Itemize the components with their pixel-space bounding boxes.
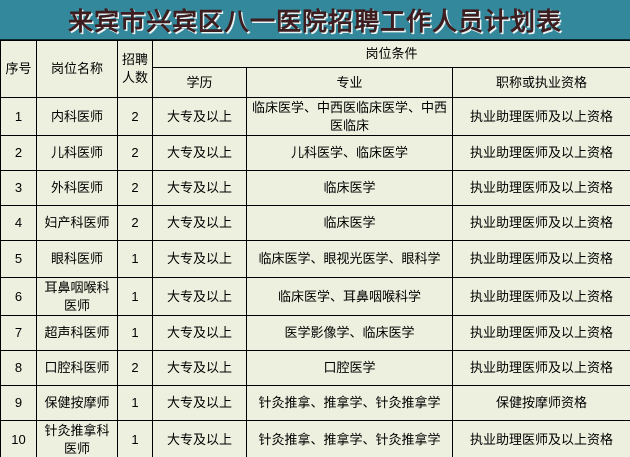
page-title: 来宾市兴宾区八一医院招聘工作人员计划表 <box>67 7 562 36</box>
cell-position: 耳鼻咽喉科医师 <box>36 277 118 317</box>
cell-major: 医学影像学、临床医学 <box>246 315 453 352</box>
table-row: 7 超声科医师 1 大专及以上 医学影像学、临床医学 执业助理医师及以上资格 <box>0 315 630 352</box>
header-index: 序号 <box>0 40 37 98</box>
cell-count: 2 <box>117 170 153 207</box>
cell-index: 4 <box>0 205 37 242</box>
cell-count: 2 <box>117 96 153 137</box>
cell-count: 2 <box>117 135 153 172</box>
cell-qualification: 执业助理医师及以上资格 <box>452 420 630 457</box>
cell-index: 1 <box>0 96 37 137</box>
table-row: 4 妇产科医师 2 大专及以上 临床医学 执业助理医师及以上资格 <box>0 205 630 242</box>
cell-major: 临床医学 <box>246 170 453 207</box>
cell-qualification: 保健按摩师资格 <box>452 385 630 422</box>
cell-major: 临床医学、中西医临床医学、中西医临床 <box>246 96 453 137</box>
cell-position: 保健按摩师 <box>36 385 118 422</box>
cell-count: 1 <box>117 385 153 422</box>
cell-qualification: 执业助理医师及以上资格 <box>452 277 630 317</box>
cell-position: 超声科医师 <box>36 315 118 352</box>
cell-major: 针灸推拿、推拿学、针灸推拿学 <box>246 385 453 422</box>
cell-position: 外科医师 <box>36 170 118 207</box>
cell-index: 5 <box>0 240 37 279</box>
cell-qualification: 执业助理医师及以上资格 <box>452 96 630 137</box>
header-qualification: 职称或执业资格 <box>452 67 630 98</box>
cell-major: 口腔医学 <box>246 350 453 387</box>
cell-education: 大专及以上 <box>152 385 247 422</box>
cell-major: 儿科医学、临床医学 <box>246 135 453 172</box>
table-row: 5 眼科医师 1 大专及以上 临床医学、眼视光医学、眼科学 执业助理医师及以上资… <box>0 240 630 279</box>
cell-education: 大专及以上 <box>152 350 247 387</box>
cell-index: 6 <box>0 277 37 317</box>
cell-qualification: 执业助理医师及以上资格 <box>452 240 630 279</box>
cell-position: 妇产科医师 <box>36 205 118 242</box>
cell-education: 大专及以上 <box>152 135 247 172</box>
cell-education: 大专及以上 <box>152 420 247 457</box>
cell-major: 针灸推拿、推拿学、针灸推拿学 <box>246 420 453 457</box>
cell-qualification: 执业助理医师及以上资格 <box>452 135 630 172</box>
table-row: 6 耳鼻咽喉科医师 1 大专及以上 临床医学、耳鼻咽喉科学 执业助理医师及以上资… <box>0 277 630 317</box>
cell-count: 2 <box>117 350 153 387</box>
table-row: 8 口腔科医师 2 大专及以上 口腔医学 执业助理医师及以上资格 <box>0 350 630 387</box>
cell-index: 9 <box>0 385 37 422</box>
cell-education: 大专及以上 <box>152 205 247 242</box>
cell-position: 口腔科医师 <box>36 350 118 387</box>
cell-count: 1 <box>117 277 153 317</box>
cell-major: 临床医学 <box>246 205 453 242</box>
header-conditions: 岗位条件 <box>152 40 630 68</box>
cell-education: 大专及以上 <box>152 315 247 352</box>
cell-index: 2 <box>0 135 37 172</box>
table-row: 3 外科医师 2 大专及以上 临床医学 执业助理医师及以上资格 <box>0 170 630 207</box>
cell-index: 8 <box>0 350 37 387</box>
cell-major: 临床医学、眼视光医学、眼科学 <box>246 240 453 279</box>
cell-qualification: 执业助理医师及以上资格 <box>452 170 630 207</box>
title-bar: 来宾市兴宾区八一医院招聘工作人员计划表 <box>0 0 630 40</box>
cell-qualification: 执业助理医师及以上资格 <box>452 315 630 352</box>
table-row: 1 内科医师 2 大专及以上 临床医学、中西医临床医学、中西医临床 执业助理医师… <box>0 96 630 137</box>
header-position: 岗位名称 <box>36 40 118 98</box>
cell-count: 1 <box>117 315 153 352</box>
cell-position: 内科医师 <box>36 96 118 137</box>
recruitment-table: 序号 岗位名称 招聘人数 岗位条件 学历 专业 职称或执业资格 1 内科医师 2… <box>0 40 630 457</box>
table-row: 2 儿科医师 2 大专及以上 儿科医学、临床医学 执业助理医师及以上资格 <box>0 135 630 172</box>
table-row: 10 针灸推拿科医师 1 大专及以上 针灸推拿、推拿学、针灸推拿学 执业助理医师… <box>0 420 630 457</box>
table-row: 9 保健按摩师 1 大专及以上 针灸推拿、推拿学、针灸推拿学 保健按摩师资格 <box>0 385 630 422</box>
cell-education: 大专及以上 <box>152 277 247 317</box>
cell-count: 1 <box>117 420 153 457</box>
cell-count: 1 <box>117 240 153 279</box>
cell-count: 2 <box>117 205 153 242</box>
cell-education: 大专及以上 <box>152 170 247 207</box>
cell-major: 临床医学、耳鼻咽喉科学 <box>246 277 453 317</box>
cell-position: 针灸推拿科医师 <box>36 420 118 457</box>
cell-qualification: 执业助理医师及以上资格 <box>452 205 630 242</box>
cell-index: 7 <box>0 315 37 352</box>
cell-education: 大专及以上 <box>152 96 247 137</box>
header-row-top: 序号 岗位名称 招聘人数 岗位条件 <box>0 40 630 98</box>
header-major: 专业 <box>246 67 453 98</box>
cell-education: 大专及以上 <box>152 240 247 279</box>
header-count: 招聘人数 <box>117 40 153 98</box>
cell-position: 儿科医师 <box>36 135 118 172</box>
cell-index: 10 <box>0 420 37 457</box>
header-education: 学历 <box>152 67 247 98</box>
cell-index: 3 <box>0 170 37 207</box>
cell-qualification: 执业助理医师及以上资格 <box>452 350 630 387</box>
cell-position: 眼科医师 <box>36 240 118 279</box>
